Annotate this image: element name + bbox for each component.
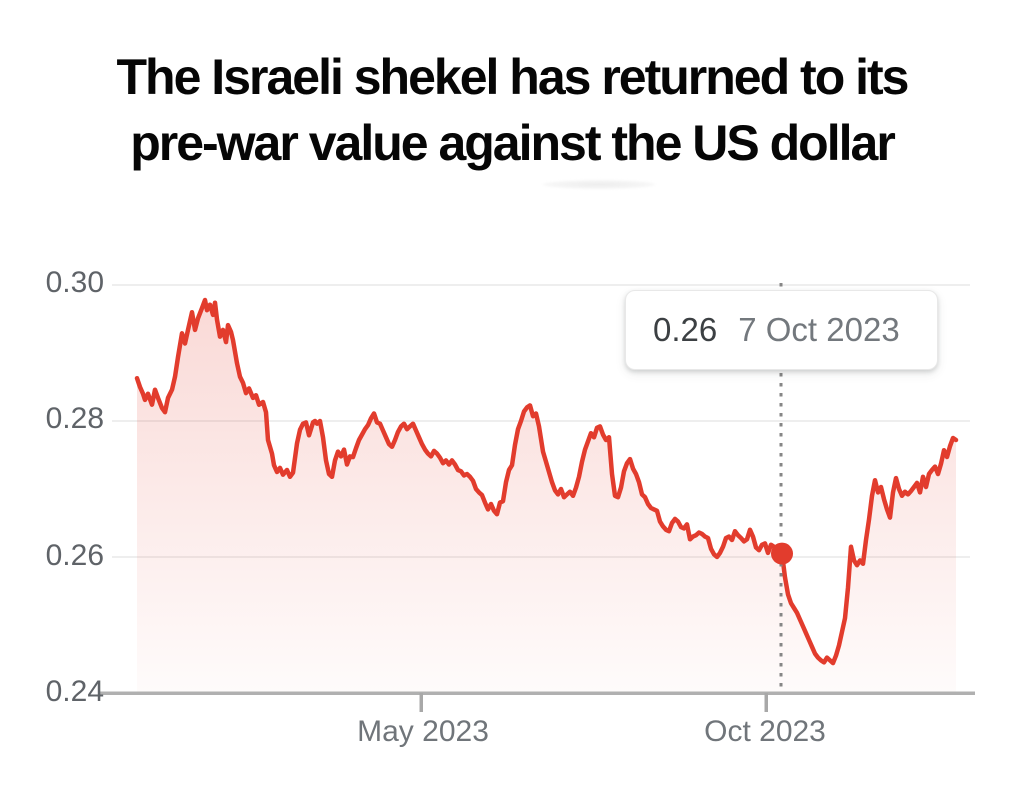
headline-line2: pre-war value against the US dollar: [130, 115, 896, 171]
y-axis-label-024: 0.24: [45, 675, 104, 708]
y-axis-label-028: 0.28: [45, 402, 104, 435]
headline: The Israeli shekel has returned to its p…: [0, 44, 1024, 176]
x-axis-line: [100, 691, 975, 695]
crosshair-tooltip: 0.26 7 Oct 2023: [625, 290, 938, 370]
y-axis-label-026: 0.26: [45, 539, 104, 572]
tooltip-value: 0.26: [653, 311, 718, 348]
marker-dot: [771, 542, 793, 565]
area-fill: [137, 300, 956, 693]
headline-line1: The Israeli shekel has returned to its: [116, 49, 910, 105]
price-line: [134, 297, 959, 666]
x-axis-tick: [764, 693, 768, 712]
x-axis-label-oct-2023: Oct 2023: [704, 715, 826, 748]
x-axis-label-may-2023: May 2023: [357, 715, 489, 748]
x-axis-tick: [419, 693, 423, 712]
tooltip-date: 7 Oct 2023: [738, 311, 900, 348]
y-axis-label-030: 0.30: [45, 266, 104, 299]
artifact-smudge: [543, 180, 655, 189]
